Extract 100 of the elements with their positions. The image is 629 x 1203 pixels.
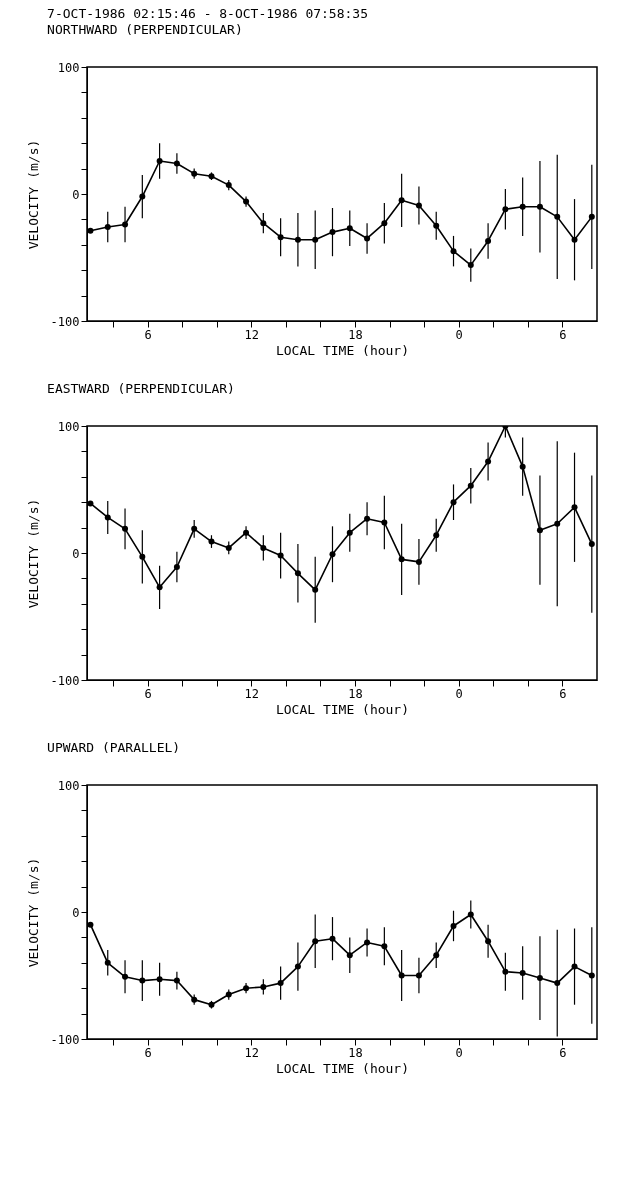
x-tick-label: 0 xyxy=(455,686,463,701)
point xyxy=(294,963,301,970)
point xyxy=(554,980,561,987)
point xyxy=(294,570,301,577)
point xyxy=(87,227,94,234)
point xyxy=(208,538,215,545)
point xyxy=(381,519,388,526)
x-axis-title: LOCAL TIME (hour) xyxy=(275,342,410,358)
point xyxy=(277,234,284,241)
point xyxy=(346,952,353,959)
point xyxy=(156,584,163,591)
point xyxy=(312,938,319,945)
x-tick-label: 6 xyxy=(559,1045,567,1060)
point xyxy=(156,976,163,983)
x-tick-label: 18 xyxy=(348,1045,363,1060)
point xyxy=(191,525,198,532)
point xyxy=(467,482,474,489)
point xyxy=(122,973,129,980)
y-tick-label: 100 xyxy=(57,419,80,434)
point xyxy=(519,463,526,470)
point xyxy=(139,553,146,560)
y-tick-label: 0 xyxy=(72,905,80,920)
point xyxy=(450,922,457,929)
x-tick-label: 12 xyxy=(244,1045,259,1060)
y-axis-title: VELOCITY (m/s) xyxy=(25,498,41,609)
point xyxy=(173,160,180,167)
x-tick-label: 6 xyxy=(559,327,567,342)
point xyxy=(485,458,492,465)
point xyxy=(173,563,180,570)
point xyxy=(364,939,371,946)
point xyxy=(398,197,405,204)
point xyxy=(536,527,543,534)
point xyxy=(277,552,284,559)
x-tick-label: 6 xyxy=(144,1045,152,1060)
point xyxy=(588,972,595,979)
point xyxy=(156,157,163,164)
point xyxy=(554,520,561,527)
x-axis-title: LOCAL TIME (hour) xyxy=(275,1060,410,1076)
point xyxy=(588,213,595,220)
point xyxy=(415,202,422,209)
point xyxy=(346,225,353,232)
y-axis-title: VELOCITY (m/s) xyxy=(25,857,41,968)
x-tick-label: 12 xyxy=(244,327,259,342)
y-tick-label: -100 xyxy=(50,314,80,329)
point xyxy=(104,514,111,521)
point xyxy=(433,222,440,229)
point xyxy=(260,983,267,990)
point xyxy=(329,229,336,236)
point xyxy=(260,544,267,551)
chart-title: EASTWARD (PERPENDICULAR) xyxy=(47,381,235,396)
point xyxy=(381,943,388,950)
point xyxy=(433,532,440,539)
point xyxy=(122,221,129,228)
point xyxy=(502,968,509,975)
point xyxy=(571,963,578,970)
x-tick-label: 6 xyxy=(559,686,567,701)
point xyxy=(260,220,267,227)
x-tick-label: 12 xyxy=(244,686,259,701)
x-tick-label: 0 xyxy=(455,1045,463,1060)
point xyxy=(571,504,578,511)
point xyxy=(485,938,492,945)
point xyxy=(502,206,509,213)
point xyxy=(381,220,388,227)
point xyxy=(588,541,595,548)
point xyxy=(536,203,543,210)
point xyxy=(467,262,474,269)
point xyxy=(519,203,526,210)
chart-subtitle: NORTHWARD (PERPENDICULAR) xyxy=(47,22,243,37)
y-tick-label: 0 xyxy=(72,546,80,561)
x-tick-label: 18 xyxy=(348,686,363,701)
point xyxy=(554,213,561,220)
y-tick-label: -100 xyxy=(50,1032,80,1047)
point xyxy=(364,235,371,242)
x-tick-label: 6 xyxy=(144,686,152,701)
point xyxy=(536,975,543,982)
point xyxy=(87,921,94,928)
point xyxy=(104,224,111,231)
chart-title: UPWARD (PARALLEL) xyxy=(47,740,181,755)
point xyxy=(225,544,232,551)
point xyxy=(173,977,180,984)
point xyxy=(243,529,250,536)
y-tick-label: 0 xyxy=(72,187,80,202)
point xyxy=(329,551,336,558)
point xyxy=(312,236,319,243)
point xyxy=(433,952,440,959)
point xyxy=(467,911,474,918)
point xyxy=(87,500,94,507)
point xyxy=(139,193,146,200)
chart-title: 7-OCT-1986 02:15:46 - 8-OCT-1986 07:58:35 xyxy=(47,6,369,21)
y-tick-label: 100 xyxy=(57,60,80,75)
y-axis-title: VELOCITY (m/s) xyxy=(25,139,41,250)
point xyxy=(277,980,284,987)
x-tick-label: 18 xyxy=(348,327,363,342)
x-axis-title: LOCAL TIME (hour) xyxy=(275,701,410,717)
point xyxy=(398,972,405,979)
point xyxy=(122,525,129,532)
point xyxy=(104,959,111,966)
point xyxy=(415,972,422,979)
point xyxy=(312,586,319,593)
point xyxy=(346,529,353,536)
